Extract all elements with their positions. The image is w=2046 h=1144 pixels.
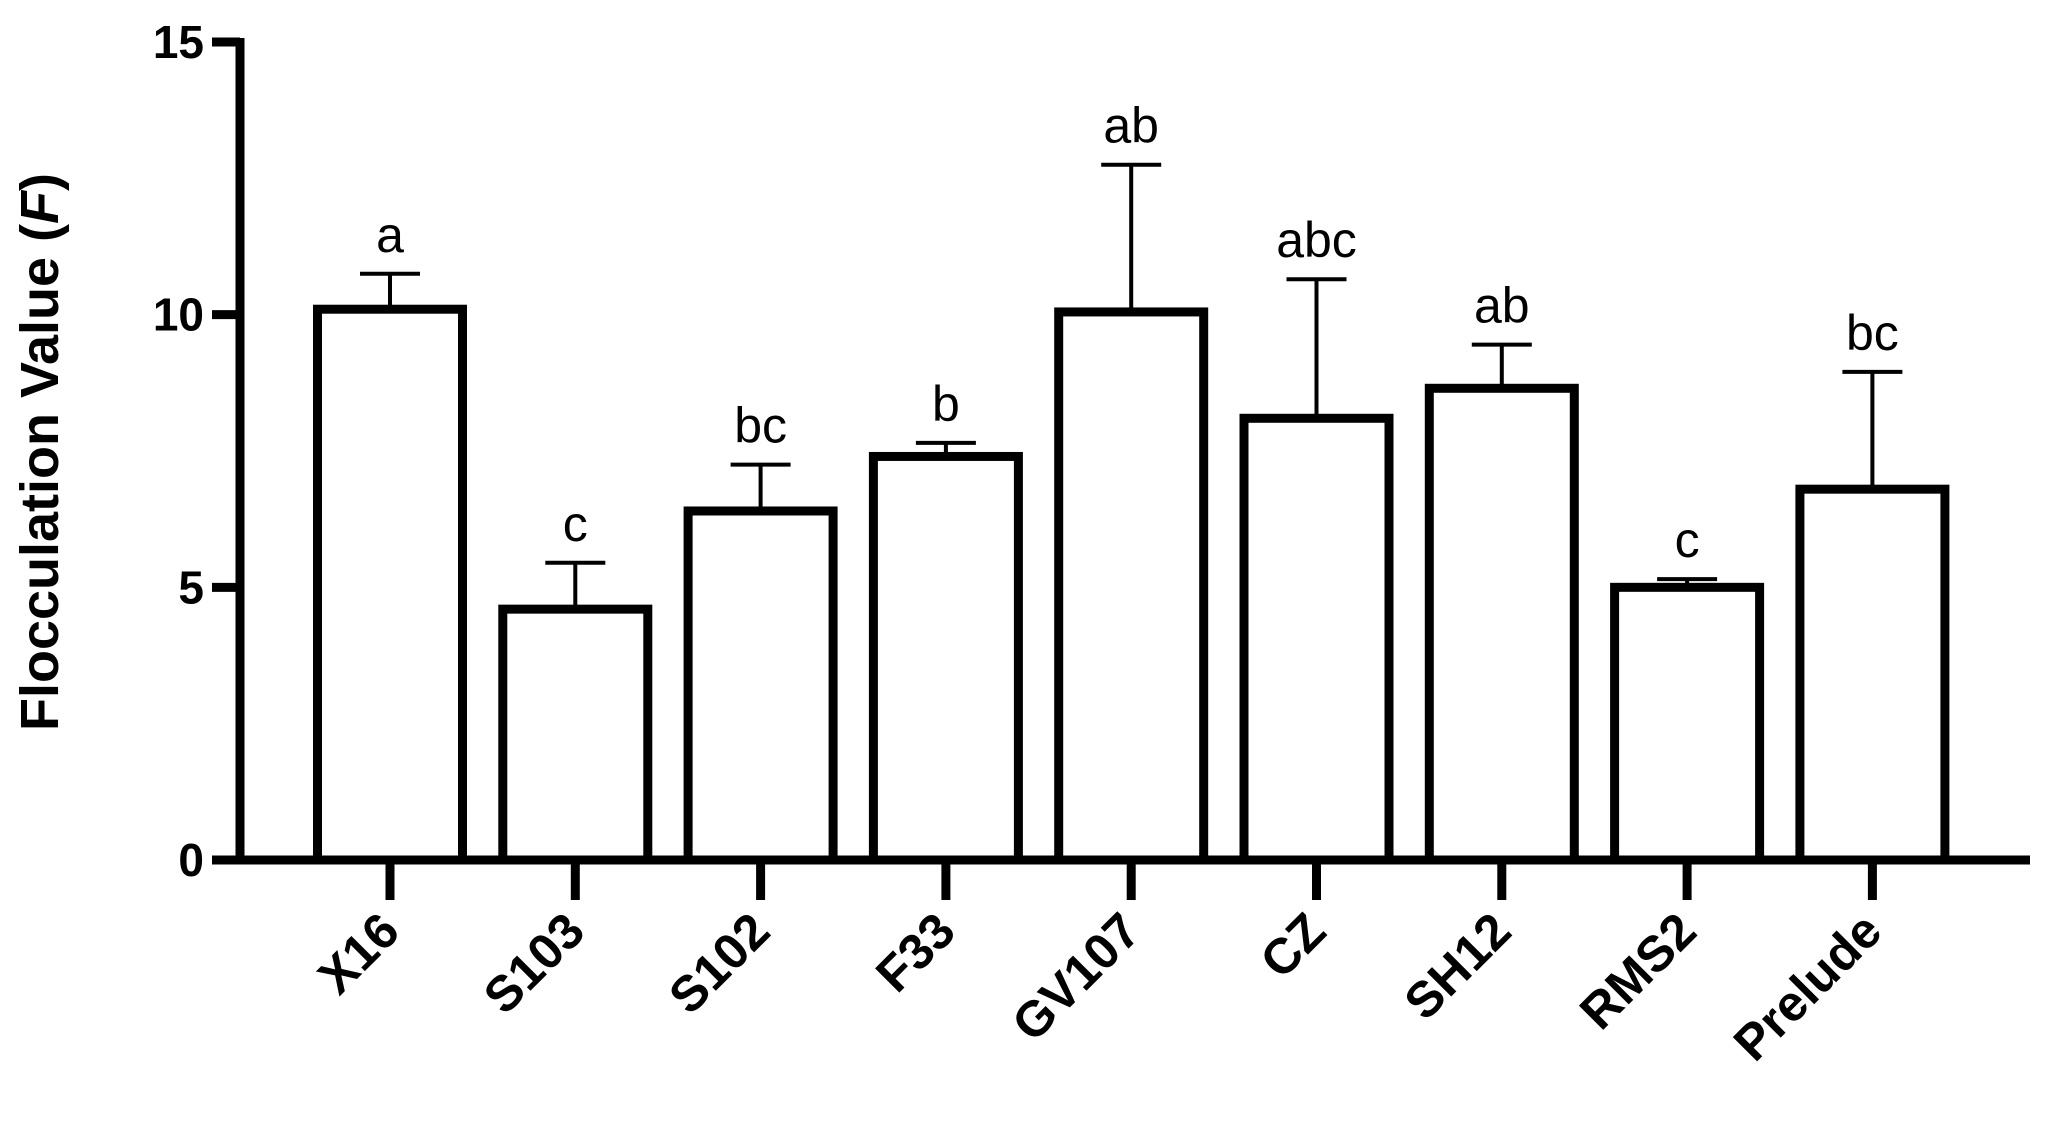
y-axis-title: Flocculation Value (F) xyxy=(10,173,70,731)
bar xyxy=(313,304,467,865)
significance-label: a xyxy=(376,207,404,263)
bar xyxy=(868,451,1023,865)
significance-label: c xyxy=(563,496,588,552)
error-bars xyxy=(360,162,1903,610)
x-tick-label: S102 xyxy=(658,902,780,1024)
significance-label: ab xyxy=(1474,278,1530,334)
x-tick-label: RMS2 xyxy=(1569,902,1707,1040)
bars xyxy=(313,304,1950,865)
bar xyxy=(1424,383,1579,865)
bar xyxy=(1795,484,1950,865)
bar xyxy=(683,506,838,865)
y-tick-label: 5 xyxy=(178,561,204,613)
significance-label: c xyxy=(1675,512,1700,568)
x-tick-label: GV107 xyxy=(1001,902,1151,1052)
x-axis-labels: X16 S103 S102 F33 GV107 CZ SH12 RMS2 Prelude xyxy=(307,860,1892,1071)
y-tick-label: 10 xyxy=(153,289,204,341)
significance-label: bc xyxy=(1846,305,1899,361)
x-tick-label: F33 xyxy=(865,902,966,1003)
y-axis-ticks: 0 5 10 15 xyxy=(153,16,240,886)
significance-label: ab xyxy=(1103,98,1159,154)
x-tick-label: SH12 xyxy=(1394,902,1522,1030)
significance-label: b xyxy=(932,376,960,432)
y-tick-label: 15 xyxy=(153,16,204,68)
x-tick-label: X16 xyxy=(307,902,410,1005)
x-tick-label: Prelude xyxy=(1723,902,1892,1071)
x-tick-label: CZ xyxy=(1250,902,1337,989)
y-tick-label: 0 xyxy=(178,834,204,886)
bar xyxy=(1239,413,1394,865)
significance-label: bc xyxy=(734,398,787,454)
x-tick-label: S103 xyxy=(473,902,595,1024)
bar xyxy=(1054,307,1209,865)
bar xyxy=(1610,582,1765,865)
bar xyxy=(498,604,653,865)
significance-label: abc xyxy=(1276,212,1357,268)
